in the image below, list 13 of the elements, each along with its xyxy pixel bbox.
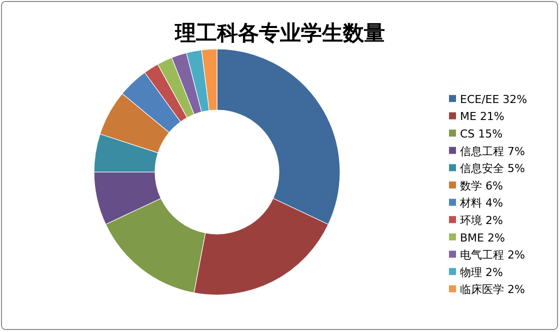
legend-label: 信息工程 7%	[460, 144, 525, 158]
legend-label: 环境 2%	[460, 214, 503, 227]
legend-label: BME 2%	[460, 231, 505, 244]
chart-title: 理工科各专业学生数量	[174, 20, 385, 45]
legend-label: 物理 2%	[460, 266, 503, 279]
legend-label: CS 15%	[460, 127, 503, 140]
legend-label: ME 21%	[460, 110, 504, 124]
legend-label: 数学 6%	[460, 179, 503, 192]
legend-label: 材料 4%	[459, 196, 503, 210]
legend-label: 电气工程 2%	[460, 248, 525, 262]
legend-label: 临床医学 2%	[460, 283, 525, 296]
legend-label: 信息安全 5%	[460, 162, 525, 176]
legend-label: ECE/EE 32%	[460, 92, 528, 106]
